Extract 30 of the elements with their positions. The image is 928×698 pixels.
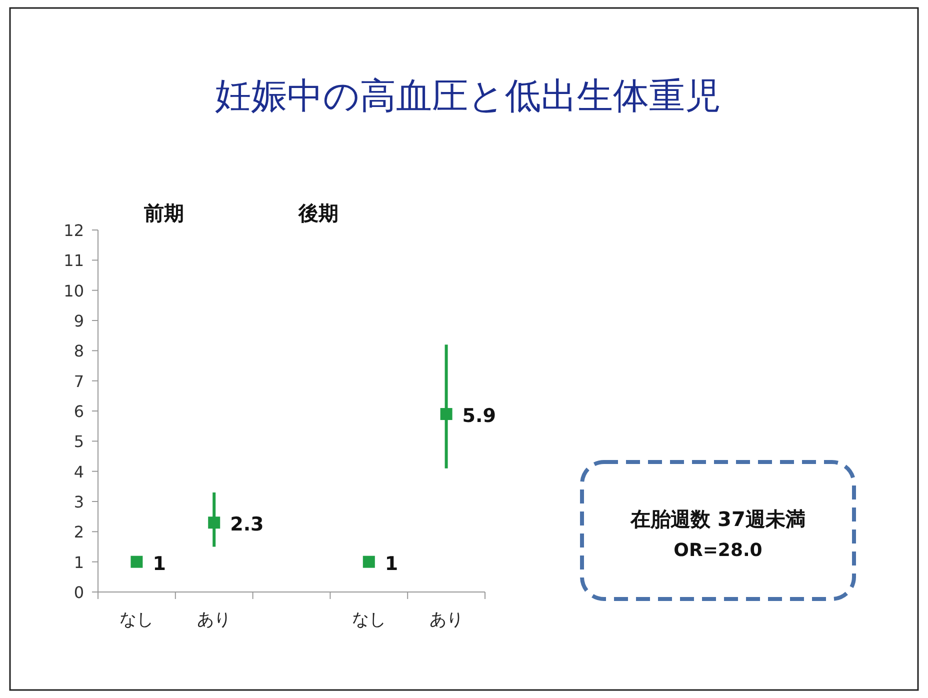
point: [440, 408, 452, 420]
y-tick-label: 10: [64, 281, 84, 300]
y-tick-label: 3: [74, 492, 84, 512]
y-tick-label: 7: [74, 372, 84, 391]
y-tick-label: 1: [74, 552, 84, 572]
point: [362, 556, 375, 568]
data-label: 1: [152, 552, 166, 575]
x-tick-label: あり: [197, 610, 232, 630]
point: [130, 556, 143, 568]
data-label: 1: [384, 552, 398, 575]
y-tick-label: 8: [74, 342, 84, 361]
text: 後期: [298, 201, 339, 225]
chart-title: 妊娠中の高血圧と低出生体重児: [215, 76, 721, 117]
y-tick-label: 9: [74, 312, 84, 330]
x-tick-label: あり: [429, 610, 464, 630]
point: [208, 516, 220, 529]
text: 在胎週数 37週未満: [630, 507, 806, 531]
y-tick-label: 0: [74, 583, 84, 602]
y-tick-label: 6: [74, 402, 84, 421]
text: 前期: [142, 201, 184, 225]
data-label: 2.3: [230, 514, 264, 536]
x-tick-label: なし: [352, 610, 386, 630]
y-tick-label: 12: [64, 221, 84, 240]
x-tick-label: なし: [120, 610, 154, 630]
y-tick-label: 4: [74, 462, 84, 482]
y-tick-label: 5: [74, 432, 84, 452]
data-label: 5.9: [462, 405, 496, 428]
y-tick-label: 11: [64, 251, 84, 270]
text: OR=28.0: [674, 540, 762, 561]
y-tick-label: 2: [74, 522, 84, 542]
